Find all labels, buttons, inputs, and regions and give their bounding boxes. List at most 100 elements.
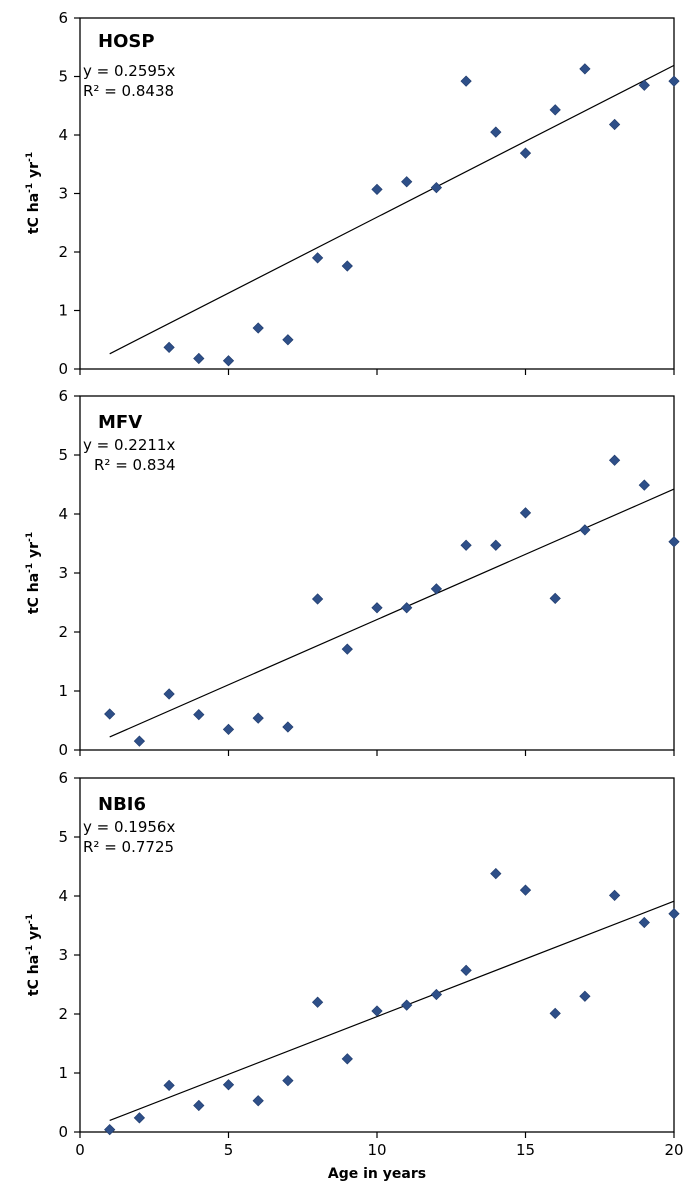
panel-hosp-y-tick-label: 2 [58, 243, 68, 261]
panel-mfv-y-tick-label: 0 [58, 741, 68, 759]
panel-hosp-y-axis-label: tC ha-1 yr-1 [25, 152, 42, 234]
panel-mfv-data-point [371, 602, 383, 614]
panel-hosp-y-tick-label: 6 [58, 9, 68, 27]
panel-mfv-data-point [163, 688, 175, 700]
panel-mfv-data-point [638, 479, 650, 491]
panel-hosp-data-point [282, 334, 294, 346]
panel-nbi6-data-point [104, 1124, 116, 1136]
panel-mfv-data-point [460, 539, 472, 551]
panel-hosp-marks: 0 1 2 3 4 5 6 [58, 9, 680, 378]
panel-mfv-data-point [608, 454, 621, 466]
panel-hosp-y-tick-label: 1 [58, 302, 68, 320]
panel-hosp-equation: y = 0.2595x [83, 62, 175, 80]
panel-nbi6-y-tick-label: 2 [58, 1005, 68, 1023]
panel-hosp-data-point [163, 341, 175, 353]
panel-nbi6-data-point [222, 1079, 235, 1091]
panel-nbi6-data-point [460, 964, 472, 976]
panel-nbi6-y-tick-label: 3 [58, 946, 68, 964]
panel-hosp-data-point [549, 104, 561, 116]
panel-hosp-data-point [401, 176, 413, 188]
panel-mfv-data-point [222, 723, 235, 735]
panel-hosp-data-point [668, 75, 680, 87]
panel-nbi6: 0 1 2 3 4 5 6 0 5 10 15 20 NBI6 y = 0.1956x R² = 0.… [25, 769, 684, 1182]
panel-mfv-data-point [668, 536, 680, 548]
panel-nbi6-data-point [311, 996, 324, 1008]
panel-nbi6-y-axis-label: tC ha-1 yr-1 [25, 914, 42, 996]
panel-nbi6-data-point [341, 1053, 353, 1065]
panel-mfv-data-point [579, 524, 591, 536]
panel-hosp-data-point [193, 352, 205, 365]
panel-nbi6-y-tick-label: 5 [58, 828, 68, 846]
panel-nbi6-x-tick-label: 15 [516, 1141, 535, 1159]
panel-hosp-trendline [109, 64, 675, 355]
panel-hosp-data-point [430, 182, 443, 194]
panel-mfv: 0 1 2 3 4 5 6 MFV y = 0.2211x R² = 0.834 tC ha… [25, 387, 680, 759]
panel-nbi6-data-point [579, 990, 591, 1002]
panel-hosp-data-point [222, 355, 235, 367]
panel-mfv-data-point [519, 507, 532, 519]
panel-hosp-r-squared: R² = 0.8438 [83, 82, 174, 100]
panel-mfv-y-tick-label: 3 [58, 564, 68, 582]
panel-mfv-marks: 0 1 2 3 4 5 6 [58, 387, 680, 759]
panel-nbi6-data-point [133, 1112, 146, 1124]
panel-nbi6-data-point [371, 1005, 383, 1017]
panel-mfv-data-point [193, 708, 205, 721]
panel-nbi6-data-point [163, 1079, 175, 1092]
panel-mfv-data-point [104, 708, 116, 720]
panel-hosp-data-point [341, 260, 353, 272]
panel-mfv-title: MFV [98, 412, 142, 433]
panel-nbi6-data-point [490, 867, 502, 880]
panel-hosp-data-point [252, 322, 264, 334]
panel-nbi6-x-tick-label: 0 [75, 1141, 85, 1159]
panel-mfv-data-point [490, 539, 502, 551]
panel-mfv-y-tick-label: 4 [58, 505, 68, 523]
panel-hosp-data-point [638, 79, 650, 91]
panel-nbi6-data-point [519, 884, 532, 896]
panel-mfv-y-tick-label: 5 [58, 446, 68, 464]
panel-nbi6-x-tick-label: 10 [367, 1141, 386, 1159]
panel-nbi6-marks: 0 1 2 3 4 5 6 0 5 10 15 20 [58, 769, 683, 1159]
panel-nbi6-y-tick-label: 6 [58, 769, 68, 787]
panel-mfv-equation: y = 0.2211x [83, 436, 175, 454]
panel-mfv-y-tick-label: 1 [58, 682, 68, 700]
panel-hosp-data-point [608, 118, 621, 131]
panel-nbi6-data-point [430, 988, 443, 1001]
panel-hosp-data-point [519, 147, 532, 159]
panel-nbi6-data-point [282, 1075, 294, 1087]
panel-nbi6-data-point [549, 1007, 561, 1020]
panel-hosp-data-point [460, 75, 472, 87]
panel-mfv-data-point [311, 593, 324, 605]
panel-nbi6-x-tick-label: 5 [224, 1141, 234, 1159]
panel-nbi6-data-point [252, 1095, 264, 1107]
panel-mfv-data-point [341, 643, 353, 655]
panel-hosp-y-tick-label: 0 [58, 360, 68, 378]
panel-mfv-data-point [133, 735, 146, 747]
panel-hosp-data-point [490, 126, 502, 138]
panel-mfv-data-point [282, 721, 294, 733]
panel-mfv-data-point [401, 602, 413, 614]
panel-nbi6-data-point [193, 1099, 205, 1112]
panel-mfv-data-point [549, 592, 561, 604]
panel-hosp-data-point [311, 252, 324, 264]
panel-hosp-y-tick-label: 5 [58, 68, 68, 86]
panel-hosp-y-tick-label: 3 [58, 185, 68, 203]
panel-mfv-y-axis-label: tC ha-1 yr-1 [25, 532, 42, 614]
x-axis-label: Age in years [328, 1166, 426, 1182]
panel-nbi6-trendline [109, 900, 675, 1122]
panel-nbi6-x-tick-label: 20 [664, 1141, 683, 1159]
panel-nbi6-equation: y = 0.1956x [83, 818, 175, 836]
panel-hosp: 0 1 2 3 4 5 6 HOSP y = 0.2595x R² = 0.8438 tC … [25, 9, 680, 378]
panel-nbi6-y-tick-label: 1 [58, 1064, 68, 1082]
panel-nbi6-data-point [668, 908, 680, 920]
panel-nbi6-y-tick-label: 4 [58, 887, 68, 905]
panel-mfv-data-point [252, 712, 264, 724]
panel-nbi6-r-squared: R² = 0.7725 [83, 838, 174, 856]
panel-nbi6-y-tick-label: 0 [58, 1123, 68, 1141]
panel-nbi6-title: NBI6 [98, 794, 146, 815]
panel-hosp-y-tick-label: 4 [58, 126, 68, 144]
panel-nbi6-data-point [401, 999, 413, 1011]
panel-hosp-title: HOSP [98, 31, 155, 52]
panel-hosp-data-point [371, 183, 383, 196]
